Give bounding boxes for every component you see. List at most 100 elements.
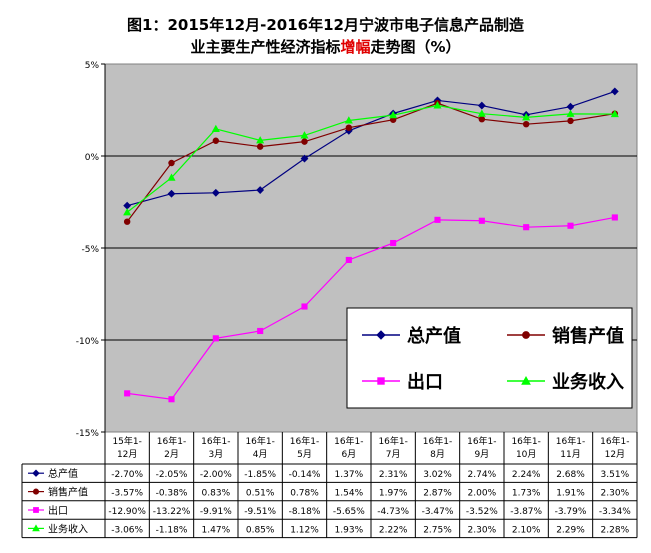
data-point: [390, 239, 397, 247]
category-label-line2: 12月: [605, 449, 625, 460]
table-cell-value: 1.12%: [290, 525, 319, 535]
chart-title-line1: 图1：2015年12月-2016年12月宁波市电子信息产品制造: [127, 16, 524, 34]
category-label-line1: 16年1-: [556, 435, 585, 447]
category-label-line2: 11月: [560, 449, 580, 460]
table-cell-value: 2.29%: [556, 525, 585, 535]
series-line-1: [126, 102, 615, 223]
table-cell-value: -3.79%: [555, 507, 587, 517]
table-cell-value: 2.30%: [601, 489, 630, 499]
y-tick-label: 5%: [85, 61, 100, 71]
table-cell-value: 2.00%: [468, 489, 497, 499]
table-cell-value: -9.91%: [200, 507, 232, 517]
y-tick-label: 0%: [85, 153, 100, 163]
data-point: [123, 208, 132, 216]
data-point: [434, 216, 441, 223]
table-cell-value: 1.73%: [512, 489, 541, 499]
legend-marker: [377, 377, 385, 385]
category-label-line2: 9月: [474, 449, 489, 460]
table-cell-value: 1.97%: [379, 489, 408, 499]
table-cell-value: 0.83%: [202, 489, 231, 499]
table-cell-value: 0.78%: [290, 489, 319, 499]
category-label-line1: 16年1-: [467, 435, 496, 447]
data-point: [522, 113, 531, 121]
data-point: [477, 109, 486, 117]
y-tick-label: -15%: [76, 429, 100, 439]
series-line-0: [127, 90, 616, 207]
data-point: [610, 87, 619, 96]
table-cell-value: 2.31%: [379, 470, 408, 480]
table-cell-value: 2.10%: [512, 525, 541, 535]
data-point: [478, 115, 486, 123]
data-point: [211, 124, 220, 133]
table-cell-value: -4.73%: [377, 507, 409, 517]
category-label-line2: 10月: [516, 449, 536, 460]
table-cell-value: -3.34%: [599, 507, 631, 517]
legend-label: 出口: [407, 371, 443, 393]
category-label-line2: 6月: [341, 449, 356, 460]
data-point: [389, 110, 398, 119]
table-legend-marker: [32, 488, 40, 495]
table-cell-value: 2.30%: [468, 525, 497, 535]
table-cell-value: 2.74%: [468, 470, 497, 480]
category-label-line1: 16年1-: [600, 435, 629, 447]
table-series-name: 总产值: [48, 467, 78, 480]
data-point: [567, 222, 574, 229]
table-cell-value: -0.14%: [289, 470, 321, 480]
table-series-name: 销售产值: [48, 486, 88, 499]
data-point: [300, 131, 309, 139]
data-point: [610, 109, 619, 118]
data-point: [167, 189, 176, 198]
data-point: [523, 224, 530, 231]
legend-marker: [376, 330, 386, 340]
chart-title-highlight: 增幅: [340, 38, 371, 56]
table-cell-value: 2.75%: [423, 525, 452, 535]
data-point: [257, 327, 264, 335]
table-cell-value: -2.70%: [111, 470, 143, 480]
category-label-line1: 16年1-: [334, 435, 363, 447]
data-point: [212, 137, 220, 144]
category-label-line2: 2月: [164, 449, 179, 460]
table-cell-value: 3.51%: [601, 470, 630, 480]
table-cell-value: -1.18%: [156, 525, 188, 535]
series-line-3: [126, 104, 615, 213]
table-cell-value: -9.51%: [244, 507, 276, 517]
table-series-name: 业务收入: [48, 522, 88, 535]
table-cell-value: -3.87%: [510, 507, 542, 517]
table-cell-value: 1.47%: [202, 525, 231, 535]
table-cell-value: 1.37%: [335, 470, 364, 480]
chart-title: 图1：2015年12月-2016年12月宁波市电子信息产品制造 业主要生产性经济…: [0, 14, 651, 58]
data-point: [168, 159, 175, 167]
data-point: [211, 188, 220, 197]
data-point: [566, 109, 575, 117]
category-label-line2: 8月: [430, 449, 445, 460]
table-cell-value: -3.57%: [111, 489, 143, 499]
data-point: [344, 116, 353, 124]
table-cell-value: -1.85%: [244, 470, 276, 480]
data-point: [256, 136, 265, 144]
table-cell-value: 2.28%: [601, 525, 630, 535]
data-point: [611, 214, 618, 221]
table-cell-value: -3.47%: [422, 507, 454, 517]
data-point: [168, 396, 175, 403]
table-cell-value: -12.90%: [108, 507, 146, 517]
data-point: [301, 303, 308, 310]
table-cell-value: -13.22%: [153, 507, 191, 517]
table-cell-value: 2.24%: [512, 470, 541, 480]
table-cell-value: 0.51%: [246, 489, 275, 499]
legend-label: 业务收入: [552, 371, 624, 393]
data-point: [345, 256, 352, 264]
table-cell-value: -3.06%: [111, 525, 143, 535]
category-label-line2: 5月: [297, 449, 312, 460]
data-point: [300, 154, 309, 163]
table-cell-value: 3.02%: [423, 470, 452, 480]
y-tick-label: -5%: [81, 245, 99, 255]
category-label-line1: 16年1-: [511, 435, 540, 447]
data-point: [124, 390, 131, 397]
category-label-line1: 16年1-: [201, 435, 230, 447]
table-cell-value: 1.54%: [335, 489, 364, 499]
table-cell-value: -2.00%: [200, 470, 232, 480]
data-point: [433, 101, 442, 109]
legend-label: 销售产值: [552, 325, 624, 347]
category-label-line2: 12月: [117, 449, 137, 460]
table-cell-value: 1.93%: [335, 525, 364, 535]
